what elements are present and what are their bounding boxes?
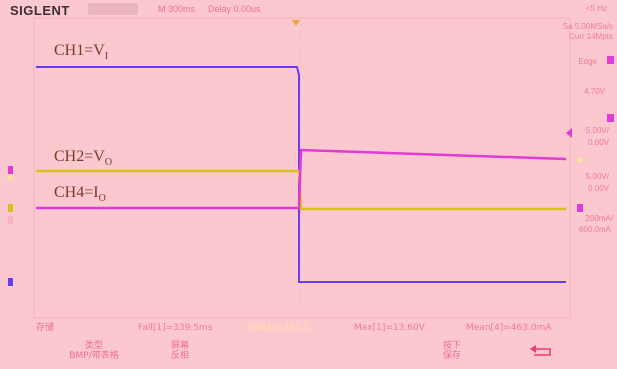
ch2-annotation: CH2=VO	[54, 148, 112, 168]
trigger-level-badge	[607, 56, 614, 64]
status-chip	[88, 3, 138, 15]
brand-logo: SIGLENT	[10, 3, 70, 18]
save-menu-button[interactable]: 按下 保存	[432, 341, 472, 361]
ch1-trace	[36, 66, 566, 283]
ch2-annotation-subscript: O	[104, 157, 113, 169]
ch4-ground-marker[interactable]	[8, 166, 13, 174]
ch1-annotation: CH1=VI	[54, 42, 108, 62]
grid-frame	[33, 17, 571, 319]
ch4-offset-readout: 600.0mA	[578, 225, 611, 234]
left-marker-small	[8, 216, 13, 224]
ch2-ground-marker[interactable]	[8, 204, 13, 212]
type-menu-value: BMP/带表格	[69, 351, 119, 361]
ch2-offset-readout: 0.00V	[588, 184, 609, 193]
memory-depth-readout: Curr 14Mpts	[568, 32, 613, 41]
trigger-level-readout: 4.70V	[584, 87, 605, 96]
measurement-mean-ch4: Mean[4]=463.0mA	[466, 323, 552, 333]
trigger-level-marker[interactable]	[566, 128, 572, 138]
frequency-readout: <5 Hz	[585, 4, 607, 13]
ch1-scale-readout[interactable]: 5.00V/	[585, 126, 609, 135]
type-menu-label: 类型	[84, 341, 103, 351]
ch4-annotation-text: CH4=I	[54, 184, 99, 201]
ch2-scale-readout[interactable]: 5.00V/	[585, 172, 609, 181]
ch4-annotation: CH4=IO	[54, 184, 106, 204]
trigger-type-readout[interactable]: Edge	[578, 57, 597, 66]
ch4-right-badge	[577, 204, 583, 212]
save-menu-value: 保存	[442, 351, 461, 361]
screen-menu-button[interactable]: 屏幕 反相	[160, 341, 200, 361]
sample-rate-readout: Sa 5.00MSa/s	[562, 22, 613, 31]
screen-menu-label: 屏幕	[170, 341, 189, 351]
trigger-position-marker[interactable]	[292, 20, 300, 26]
ch4-scale-readout[interactable]: 200mA/	[585, 214, 613, 223]
measurement-fall-ch4: Fall[4]=352.1	[248, 323, 309, 333]
measurement-max-ch1: Max[1]=13.60V	[354, 323, 425, 333]
timebase-readout[interactable]: M 300ms	[158, 4, 196, 14]
ch4-trace	[36, 148, 567, 210]
ch1-annotation-text: CH1=V	[54, 42, 105, 59]
storage-menu-title: 存储	[36, 323, 55, 333]
ch1-annotation-subscript: I	[104, 51, 109, 63]
ch1-ground-marker[interactable]	[8, 278, 13, 286]
ch2-right-marker	[577, 157, 583, 163]
measurement-fall-ch1: Fall[1]=339.5ms	[138, 323, 213, 333]
save-menu-label: 按下	[442, 341, 461, 351]
left-yellow-marker	[7, 175, 13, 181]
return-arrow-icon[interactable]	[528, 343, 554, 359]
screen-menu-value: 反相	[170, 351, 189, 361]
type-menu-button[interactable]: 类型 BMP/带表格	[64, 341, 124, 361]
ch4-annotation-subscript: O	[98, 193, 106, 205]
ch-right-badge	[607, 114, 614, 122]
ch2-annotation-text: CH2=V	[54, 148, 105, 165]
delay-readout[interactable]: Delay 0.00us	[208, 4, 261, 14]
ch1-offset-readout: 0.00V	[588, 138, 609, 147]
